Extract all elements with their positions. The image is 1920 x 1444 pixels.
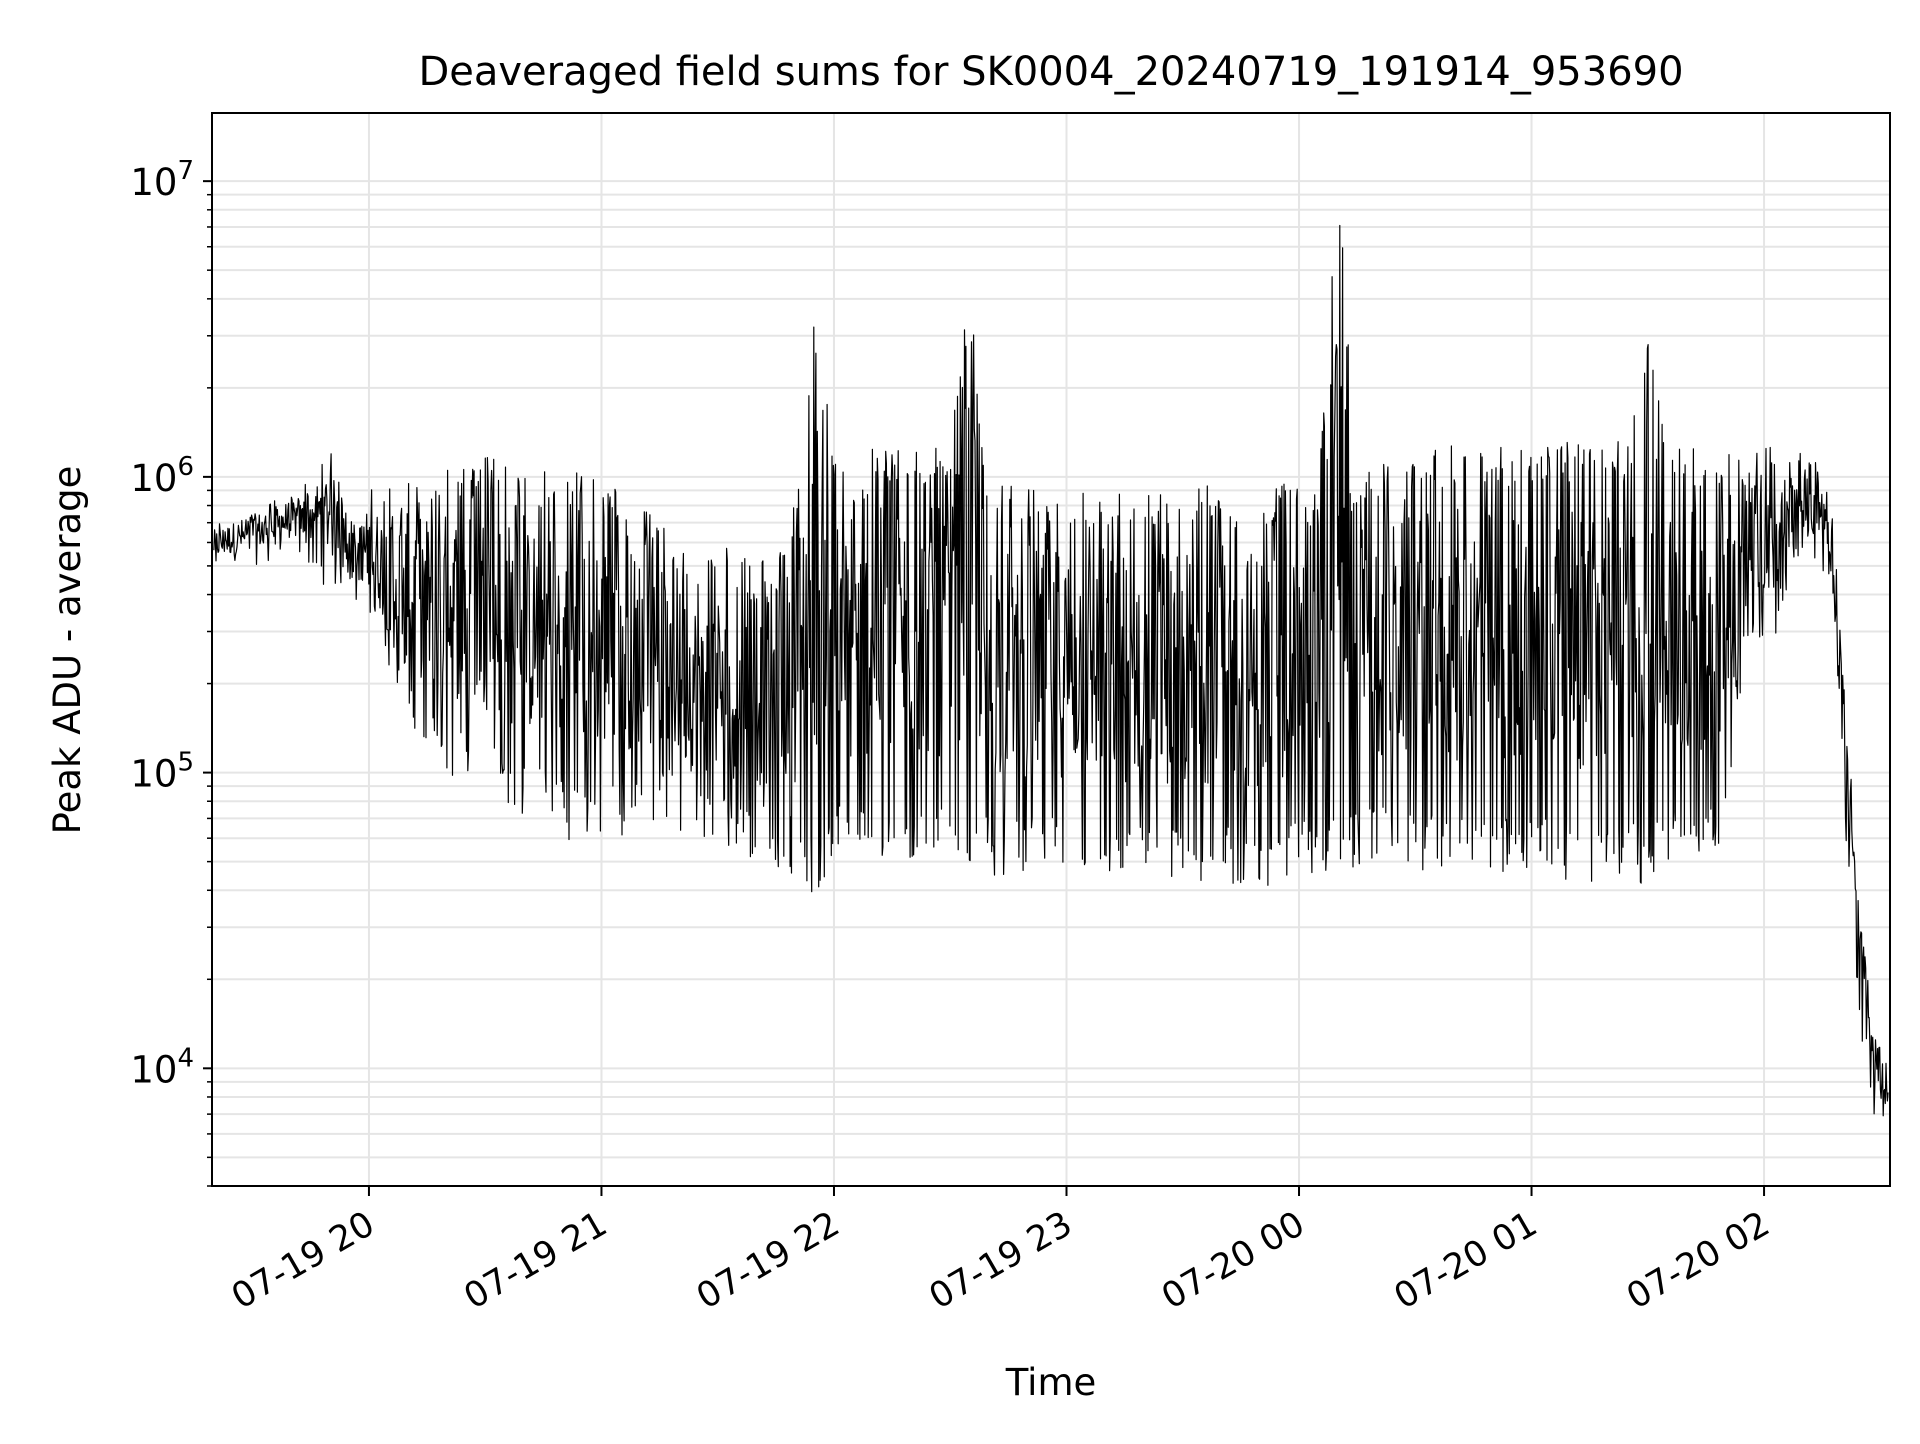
y-axis-label: Peak ADU - average [46, 466, 89, 835]
y-axis: 104 105 106 107 [130, 156, 212, 1187]
series-line [213, 224, 1889, 1117]
x-axis-label: Time [1005, 1361, 1097, 1404]
y-tick-label: 104 [130, 1043, 194, 1091]
chart-title: Deaveraged field sums for SK0004_2024071… [418, 49, 1683, 95]
y-tick-label: 105 [130, 748, 194, 796]
y-tick-label: 106 [130, 452, 194, 500]
grid-lines [212, 113, 1890, 1187]
y-tick-label: 107 [130, 156, 194, 204]
series-layer [213, 224, 1889, 1117]
plot-frame [211, 112, 1891, 1187]
